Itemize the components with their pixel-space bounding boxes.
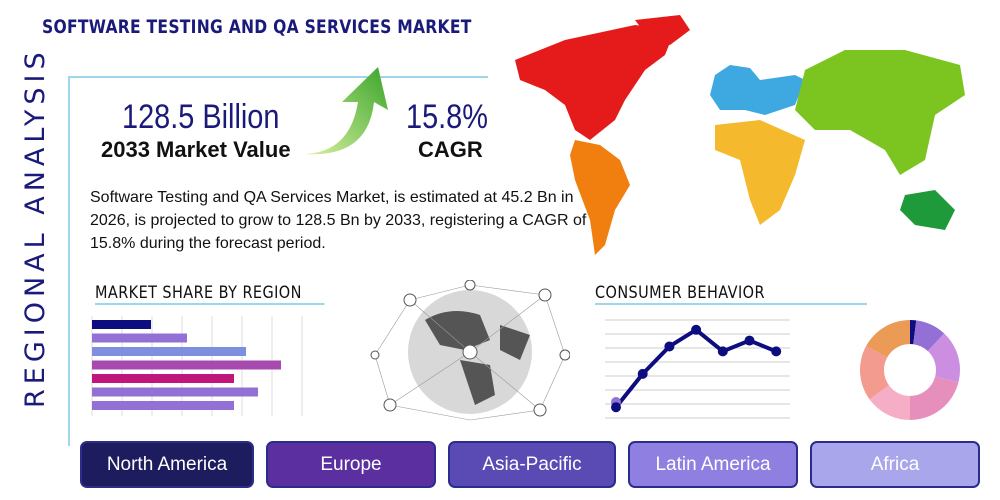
data-point [664, 341, 675, 352]
bar [92, 374, 234, 383]
donut-slice [866, 320, 910, 358]
bar [92, 387, 258, 397]
data-point [717, 346, 728, 357]
bar [92, 333, 187, 343]
growth-arrow-icon [305, 67, 388, 155]
bar [92, 347, 246, 356]
region-label: Africa [870, 453, 920, 475]
region-label: Europe [320, 453, 382, 475]
regional-analysis-label: REGIONAL ANALYSIS [20, 47, 51, 408]
donut-slice [910, 376, 959, 420]
region-label: Latin America [655, 453, 771, 475]
data-point [691, 324, 702, 335]
region-button-europe[interactable]: Europe [266, 441, 436, 488]
page-title: SOFTWARE TESTING AND QA SERVICES MARKET [42, 16, 472, 38]
region-button-asia-pacific[interactable]: Asia-Pacific [448, 441, 616, 488]
market-share-bar-chart [91, 316, 303, 416]
global-network-globe-icon [370, 280, 570, 421]
data-point [637, 368, 648, 379]
cagr-label: CAGR [418, 137, 483, 162]
market-description: Software Testing and QA Services Market,… [90, 189, 587, 252]
bar [92, 401, 234, 410]
consumer-line-chart [605, 319, 790, 419]
data-point [611, 402, 621, 413]
donut-slice [913, 320, 945, 352]
market-value: 128.5 Billion [122, 98, 280, 136]
data-point [744, 335, 755, 346]
market-value-label: 2033 Market Value [101, 137, 291, 162]
world-map-icon [515, 15, 965, 255]
market-share-heading: MARKET SHARE BY REGION [95, 283, 325, 305]
donut-slice [910, 320, 917, 345]
data-point [771, 346, 782, 357]
donut-slice [869, 385, 910, 420]
bar [92, 320, 151, 329]
region-label: Asia-Pacific [482, 453, 582, 475]
content-frame [68, 76, 488, 446]
region-button-africa[interactable]: Africa [810, 441, 980, 488]
consumer-behavior-heading: CONSUMER BEHAVIOR [595, 283, 867, 305]
region-label: North America [106, 453, 228, 475]
market-value-block: 128.5 Billion [122, 98, 307, 137]
cagr-value: 15.8% [406, 98, 488, 136]
region-button-north-america[interactable]: North America [80, 441, 254, 488]
region-button-latin-america[interactable]: Latin America [628, 441, 798, 488]
consumer-donut-chart [860, 320, 960, 420]
donut-slice [927, 333, 960, 383]
donut-slice [860, 345, 889, 400]
bar [92, 360, 281, 370]
